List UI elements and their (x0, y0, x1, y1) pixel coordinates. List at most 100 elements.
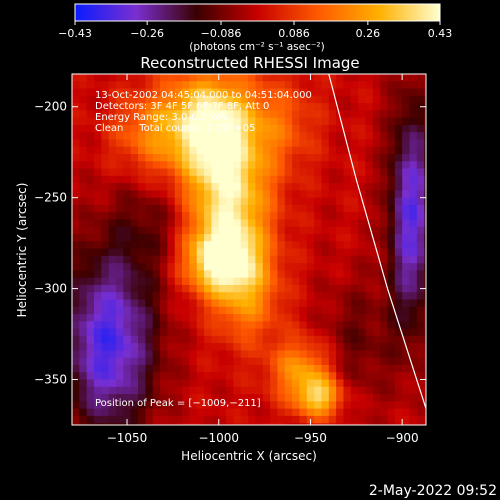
heatmap-cell (336, 241, 345, 250)
heatmap-cell (123, 124, 132, 133)
heatmap-cell (160, 372, 168, 381)
heatmap-cell (262, 132, 271, 141)
heatmap-cell (314, 394, 323, 402)
heatmap-cell (358, 408, 367, 417)
heatmap-cell (174, 110, 183, 119)
heatmap-cell (409, 212, 418, 221)
heatmap-cell (189, 212, 198, 221)
heatmap-cell (270, 357, 279, 366)
heatmap-cell (306, 394, 315, 402)
heatmap-cell (174, 248, 183, 257)
heatmap-cell (380, 226, 389, 235)
heatmap-cell (86, 154, 95, 162)
heatmap-cell (138, 379, 146, 388)
heatmap-cell (336, 394, 345, 402)
heatmap-cell (394, 154, 403, 162)
heatmap-cell (233, 183, 242, 191)
heatmap-cell (299, 270, 308, 279)
colorbar-tick-label: 0.26 (356, 27, 381, 40)
heatmap-cell (72, 234, 80, 242)
heatmap-cell (350, 270, 359, 279)
heatmap-cell (321, 168, 330, 177)
heatmap-cell (248, 306, 257, 315)
heatmap-cell (372, 255, 381, 264)
heatmap-cell (72, 241, 80, 250)
heatmap-cell (174, 154, 183, 162)
heatmap-cell (233, 212, 242, 221)
heatmap-cell (336, 415, 345, 424)
heatmap-cell (409, 139, 418, 148)
heatmap-cell (152, 292, 161, 301)
heatmap-cell (394, 139, 403, 148)
heatmap-cell (365, 372, 374, 381)
heatmap-cell (387, 168, 396, 177)
heatmap-cell (343, 146, 352, 155)
heatmap-cell (306, 364, 315, 373)
heatmap-cell (262, 328, 271, 337)
heatmap-cell (314, 110, 323, 119)
heatmap-cell (108, 168, 117, 177)
heatmap-cell (350, 284, 359, 293)
heatmap-cell (108, 234, 117, 242)
heatmap-cell (240, 321, 249, 330)
heatmap-cell (416, 379, 425, 388)
heatmap-cell (218, 343, 227, 352)
heatmap-cell (94, 154, 102, 162)
heatmap-cell (416, 357, 425, 366)
heatmap-cell (343, 350, 352, 359)
heatmap-cell (321, 408, 330, 417)
heatmap-cell (284, 124, 293, 133)
heatmap-cell (240, 299, 249, 308)
heatmap-cell (145, 103, 154, 111)
heatmap-cell (284, 335, 293, 344)
heatmap-cell (380, 197, 389, 206)
heatmap-cell (299, 263, 308, 272)
heatmap-cell (182, 270, 190, 279)
heatmap-cell (248, 117, 257, 126)
heatmap-cell (86, 175, 95, 184)
heatmap-cell (189, 372, 198, 381)
heatmap-cell (94, 117, 102, 126)
heatmap-cell (101, 88, 110, 97)
heatmap-cell (233, 197, 242, 206)
heatmap-cell (292, 314, 301, 322)
heatmap-cell (108, 394, 117, 402)
y-axis-label: Heliocentric Y (arcsec) (15, 183, 29, 318)
heatmap-cell (262, 364, 271, 373)
heatmap-cell (336, 74, 345, 82)
heatmap-cell (108, 219, 117, 228)
heatmap-cell (196, 117, 205, 126)
heatmap-cell (299, 175, 308, 184)
heatmap-cell (123, 357, 132, 366)
x-tick-label: −950 (294, 431, 327, 445)
heatmap-cell (306, 372, 315, 381)
heatmap-cell (101, 241, 110, 250)
heatmap-cell (101, 234, 110, 242)
heatmap-cell (328, 190, 337, 199)
heatmap-cell (218, 328, 227, 337)
heatmap-cell (240, 386, 249, 395)
heatmap-cell (79, 154, 88, 162)
heatmap-cell (196, 161, 205, 170)
heatmap-cell (424, 146, 426, 155)
heatmap-cell (196, 394, 205, 402)
heatmap-cell (152, 124, 161, 133)
heatmap-cell (196, 379, 205, 388)
heatmap-cell (343, 394, 352, 402)
heatmap-cell (321, 132, 330, 141)
heatmap-cell (292, 343, 301, 352)
heatmap-cell (167, 292, 176, 301)
heatmap-cell (365, 299, 374, 308)
heatmap-cell (372, 110, 381, 119)
heatmap-cell (86, 306, 95, 315)
heatmap-cell (255, 139, 264, 148)
heatmap-cell (380, 168, 389, 177)
heatmap-cell (350, 255, 359, 264)
heatmap-cell (299, 197, 308, 206)
heatmap-cell (387, 117, 396, 126)
heatmap-cell (233, 154, 242, 162)
heatmap-cell (160, 226, 168, 235)
heatmap-cell (365, 74, 374, 82)
heatmap-cell (79, 386, 88, 395)
heatmap-cell (277, 321, 286, 330)
